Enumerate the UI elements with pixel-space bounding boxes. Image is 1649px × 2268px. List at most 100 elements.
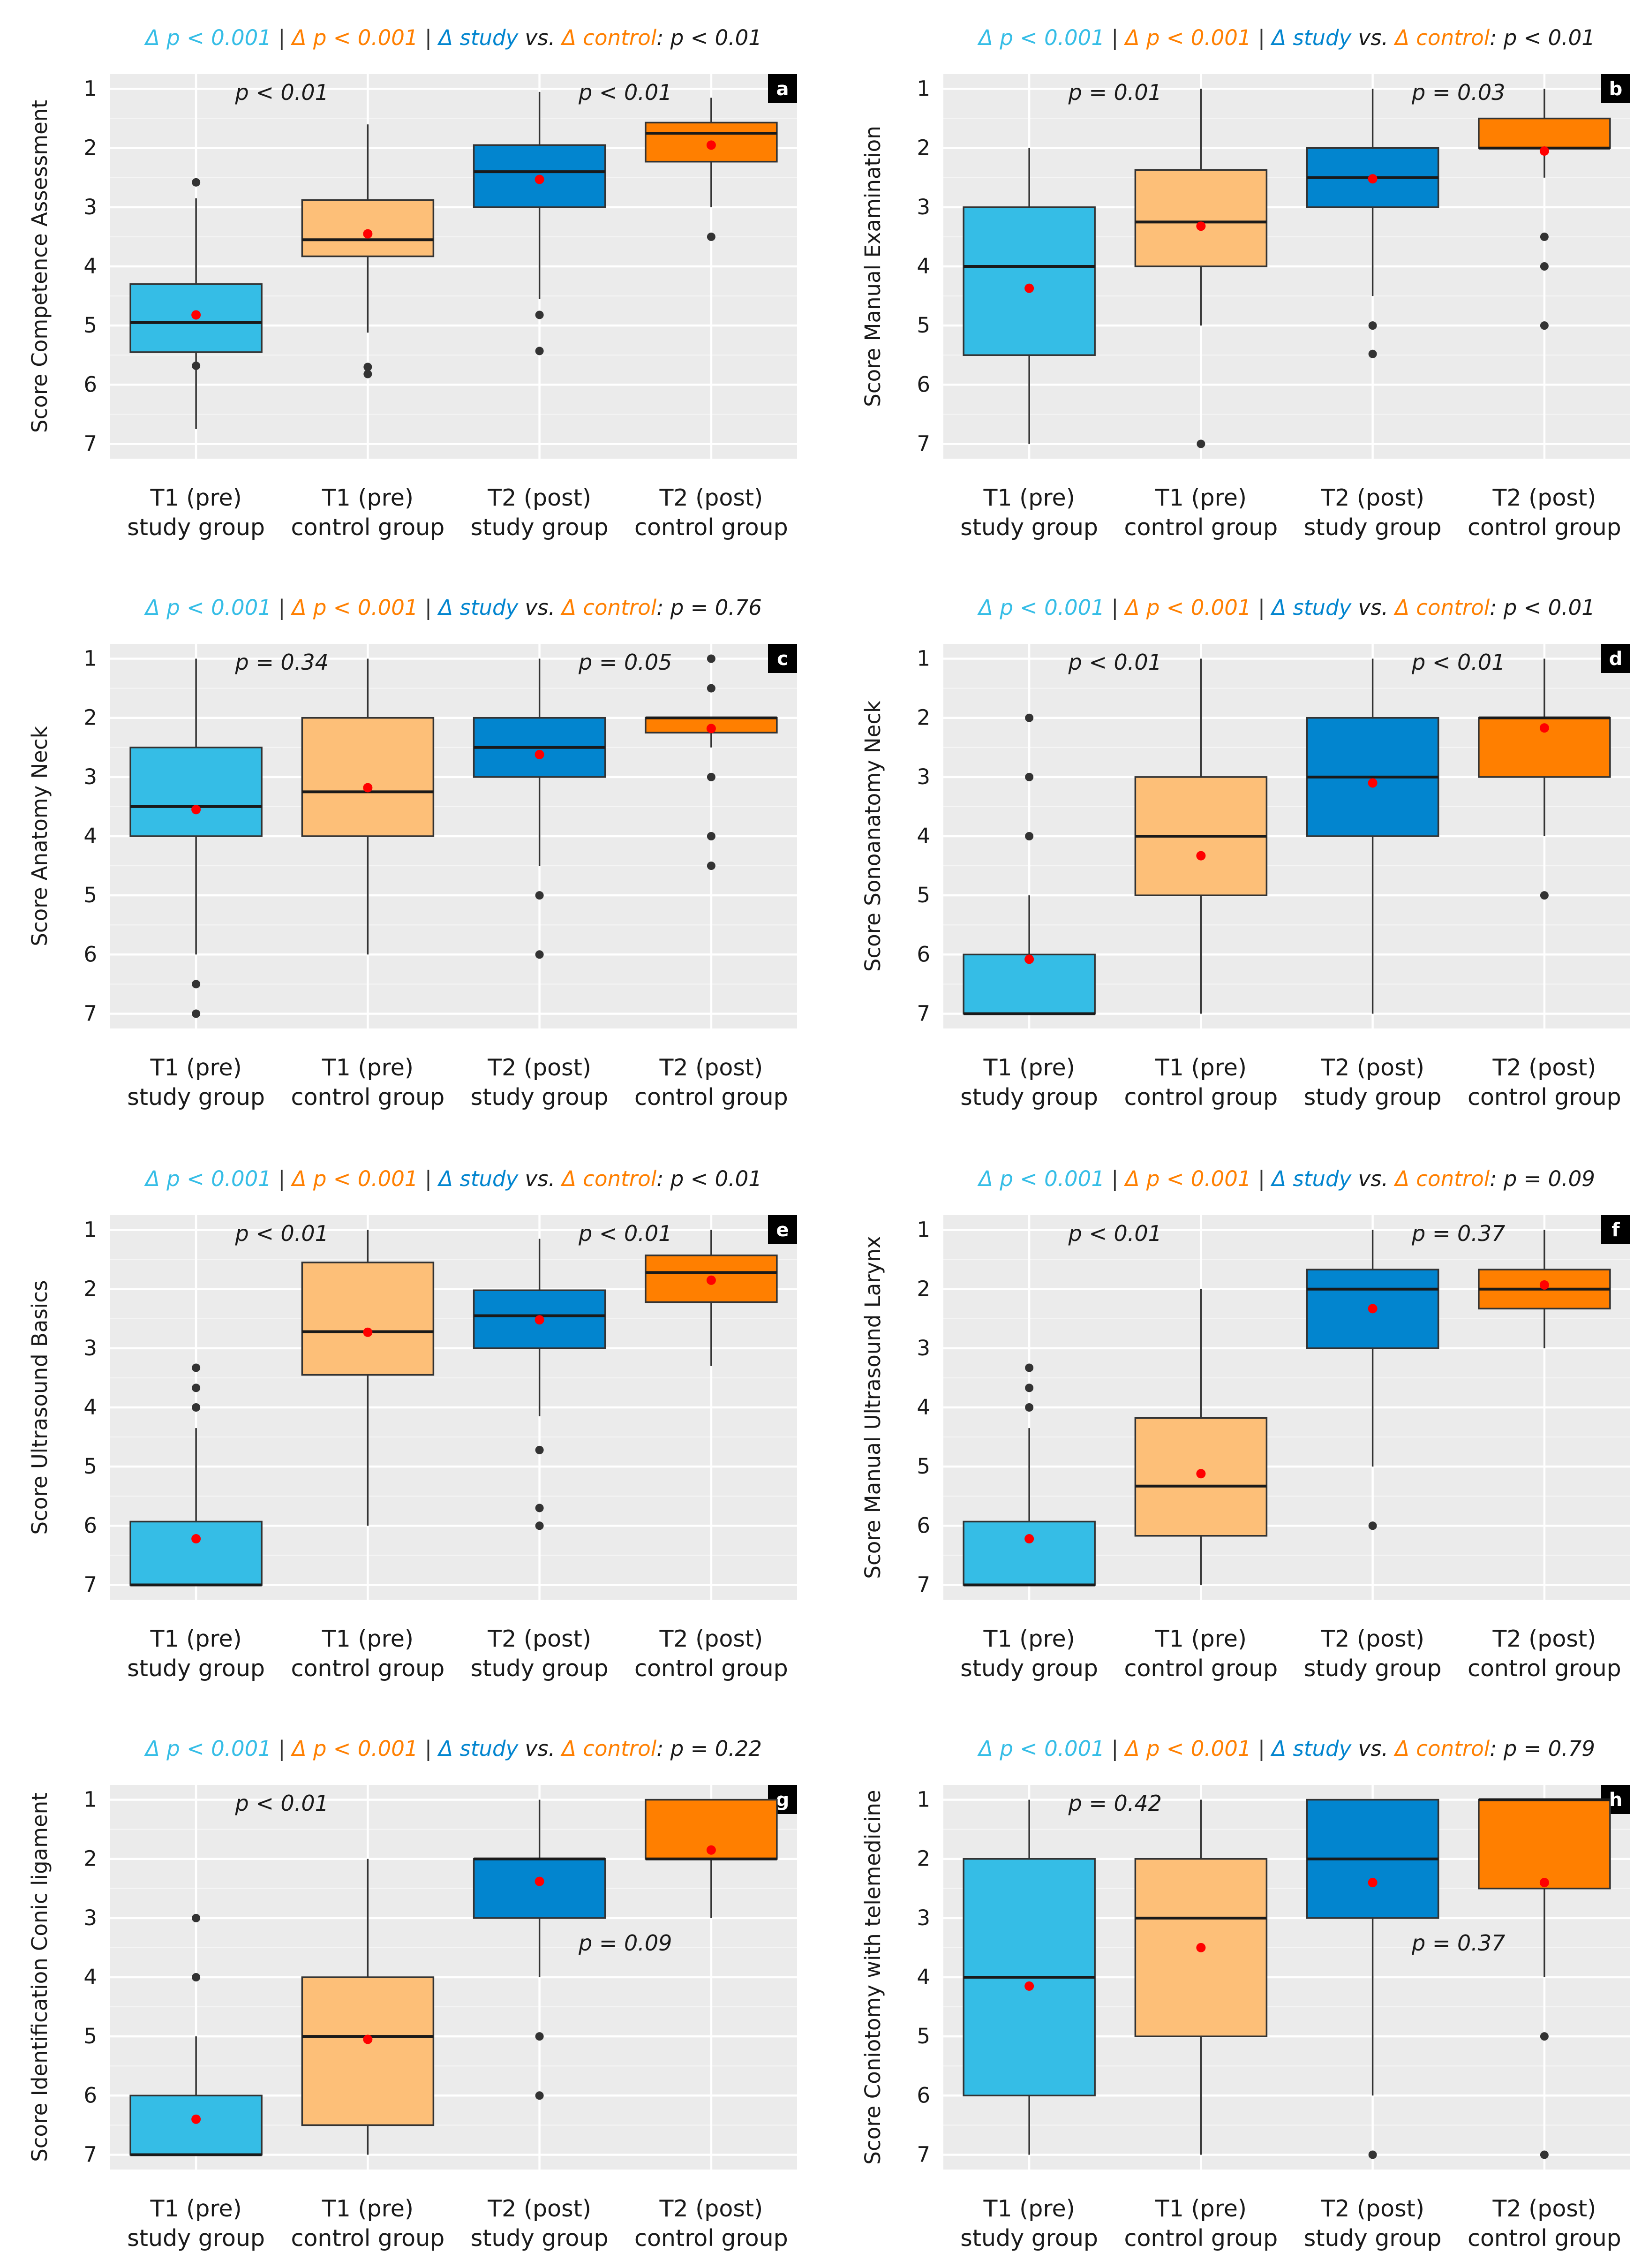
x-tick-label: study group	[471, 1655, 609, 1682]
y-tick-label: 7	[917, 2142, 930, 2167]
p-value-t2: p = 0.03	[1411, 80, 1505, 105]
outlier-point	[192, 1913, 201, 1922]
x-tick-label: T1 (pre)	[150, 2195, 242, 2222]
box-4	[1478, 1230, 1611, 1348]
title-part: Δ study	[437, 1166, 519, 1191]
mean-point	[1196, 221, 1206, 231]
x-tick-label: control group	[291, 2225, 445, 2252]
outlier-point	[192, 1383, 201, 1392]
box-4	[1478, 658, 1611, 900]
outlier-point	[1540, 262, 1549, 271]
outlier-point	[535, 1445, 544, 1454]
panel-title: Δ p < 0.001 | Δ p < 0.001 | Δ study vs. …	[977, 1736, 1595, 1761]
x-tick-label: T2 (post)	[487, 1625, 591, 1652]
p-value-t1: p < 0.01	[235, 1221, 329, 1246]
box-3	[1306, 1230, 1439, 1530]
x-tick-label: study group	[960, 514, 1098, 541]
y-tick-label: 2	[83, 1277, 97, 1301]
panel-a: 1 2 3 4 5 6 7 T1 (pre) study group T1 (pre) contro…	[27, 25, 797, 541]
title-part: |	[271, 1736, 292, 1761]
outlier-point	[707, 772, 715, 781]
y-tick-label: 6	[917, 942, 930, 967]
panel-h: 1 2 3 4 5 6 7 T1 (pre) study group T1 (pre) contro…	[860, 1736, 1630, 2252]
title-part: |	[1251, 25, 1272, 50]
iqr-box	[1478, 1799, 1611, 1890]
title-part: |	[1251, 1736, 1272, 1761]
box-3	[473, 1799, 606, 2100]
x-tick-label: study group	[127, 2225, 265, 2252]
x-tick-label: control group	[634, 514, 788, 541]
x-tick-label: T2 (post)	[1320, 484, 1424, 511]
y-tick-label: 5	[917, 313, 930, 338]
y-tick-label: 7	[83, 2142, 97, 2167]
title-part: vs.	[518, 1166, 562, 1191]
x-tick-label: control group	[1468, 1084, 1621, 1111]
title-part: p < 0.01	[1503, 25, 1595, 50]
y-tick-label: 1	[83, 646, 97, 671]
panel-c: 1 2 3 4 5 6 7 T1 (pre) study group T1 (pre) contro…	[27, 595, 797, 1111]
title-part: p = 0.22	[670, 1736, 762, 1761]
y-axis-label: Score Manual Ultrasound Larynx	[860, 1236, 885, 1579]
y-tick-label: 6	[83, 942, 97, 967]
title-part: Δ p < 0.001	[1124, 595, 1251, 620]
iqr-box	[963, 206, 1096, 356]
title-part: Δ control	[560, 1166, 657, 1191]
box-2	[1134, 658, 1268, 1014]
y-tick-label: 5	[83, 313, 97, 338]
iqr-box	[129, 747, 263, 837]
title-part: Δ study	[437, 595, 519, 620]
outlier-point	[192, 178, 201, 187]
box-4	[645, 1230, 778, 1366]
y-tick-label: 1	[917, 76, 930, 101]
y-tick-label: 2	[917, 1846, 930, 1871]
iqr-box	[1134, 169, 1268, 267]
outlier-point	[535, 891, 544, 900]
y-tick-label: 4	[917, 824, 930, 848]
y-tick-label: 1	[917, 1217, 930, 1242]
box-2	[301, 1230, 435, 1526]
title-part: Δ p < 0.001	[977, 595, 1105, 620]
p-value-t1: p < 0.01	[235, 80, 329, 105]
mean-point	[191, 805, 201, 815]
mean-point	[706, 1845, 716, 1855]
x-tick-label: study group	[1304, 1655, 1442, 1682]
outlier-point	[192, 1403, 201, 1412]
outlier-point	[192, 361, 201, 370]
title-part: :	[1490, 1736, 1503, 1761]
x-tick-label: T2 (post)	[487, 2195, 591, 2222]
box-2	[301, 658, 435, 955]
mean-point	[1196, 851, 1206, 861]
y-tick-label: 1	[83, 1787, 97, 1812]
x-tick-label: control group	[291, 514, 445, 541]
box-3	[1306, 1799, 1439, 2159]
outlier-point	[535, 347, 544, 355]
outlier-point	[1025, 832, 1034, 840]
outlier-point	[363, 370, 372, 378]
x-tick-label: T2 (post)	[659, 2195, 763, 2222]
y-axis-label: Score Identification Conic ligament	[27, 1792, 52, 2162]
x-tick-label: control group	[1124, 514, 1278, 541]
title-part: Δ control	[1393, 1166, 1490, 1191]
outlier-point	[192, 980, 201, 989]
mean-point	[1368, 778, 1378, 788]
outlier-point	[535, 1504, 544, 1512]
y-tick-label: 7	[917, 1001, 930, 1026]
title-part: |	[271, 25, 292, 50]
outlier-point	[1368, 1521, 1377, 1530]
outlier-point	[707, 654, 715, 663]
panel-title: Δ p < 0.001 | Δ p < 0.001 | Δ study vs. …	[977, 595, 1595, 620]
x-tick-label: study group	[1304, 514, 1442, 541]
title-part: vs.	[1351, 1166, 1395, 1191]
title-part: |	[271, 1166, 292, 1191]
x-tick-label: T1 (pre)	[322, 484, 414, 511]
y-tick-label: 4	[917, 254, 930, 279]
box-2	[1134, 1289, 1268, 1585]
y-tick-label: 3	[83, 764, 97, 789]
mean-point	[535, 174, 544, 184]
title-part: p = 0.76	[670, 595, 762, 620]
title-part: p < 0.01	[1503, 595, 1595, 620]
outlier-point	[1540, 321, 1549, 330]
box-3	[473, 1239, 606, 1530]
x-tick-label: T2 (post)	[1492, 484, 1596, 511]
iqr-box	[301, 199, 435, 257]
